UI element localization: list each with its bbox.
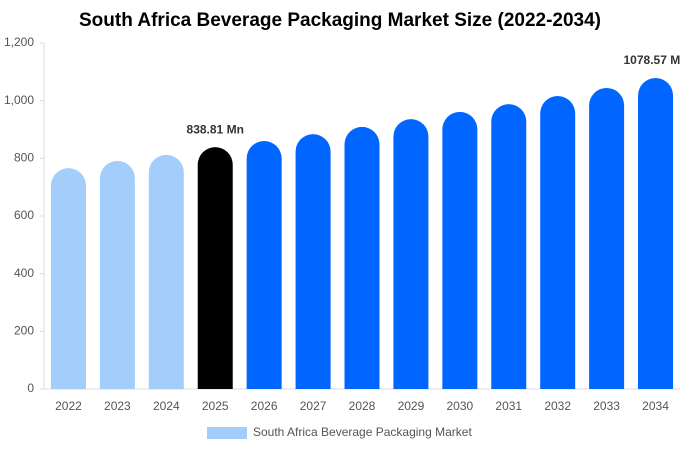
x-tick-label: 2031	[495, 399, 522, 413]
x-tick-label: 2024	[153, 399, 180, 413]
x-tick-label: 2022	[55, 399, 82, 413]
bar	[540, 96, 576, 389]
data-label: 1078.57 Mn	[624, 53, 680, 67]
bar	[246, 141, 282, 389]
legend-swatch	[207, 427, 247, 439]
bar	[344, 126, 380, 390]
y-tick-label: 0	[27, 381, 34, 395]
x-tick-label: 2027	[300, 399, 327, 413]
bar	[589, 87, 625, 389]
x-tick-label: 2025	[202, 399, 229, 413]
y-tick-label: 600	[14, 208, 34, 222]
bar	[638, 78, 674, 389]
y-tick-label: 1,200	[4, 35, 34, 49]
legend-label: South Africa Beverage Packaging Market	[253, 425, 472, 439]
x-tick-label: 2030	[446, 399, 473, 413]
x-tick-label: 2032	[544, 399, 571, 413]
x-tick-label: 2033	[593, 399, 620, 413]
y-tick-label: 400	[14, 266, 34, 280]
bar	[442, 111, 478, 389]
data-label: 838.81 Mn	[187, 122, 244, 136]
x-tick-label: 2028	[349, 399, 376, 413]
chart-title: South Africa Beverage Packaging Market S…	[79, 10, 601, 31]
x-tick-label: 2029	[398, 399, 425, 413]
x-tick-label: 2023	[104, 399, 131, 413]
y-tick-label: 200	[14, 324, 34, 338]
bar	[295, 134, 331, 389]
y-tick-label: 1,000	[4, 93, 34, 107]
bar	[99, 160, 135, 389]
bar	[50, 168, 86, 389]
bar	[197, 147, 233, 389]
x-tick-label: 2026	[251, 399, 278, 413]
bar	[393, 119, 429, 390]
y-tick-label: 800	[14, 151, 34, 165]
bar	[491, 104, 527, 390]
bar	[148, 154, 184, 389]
x-tick-label: 2034	[642, 399, 669, 413]
